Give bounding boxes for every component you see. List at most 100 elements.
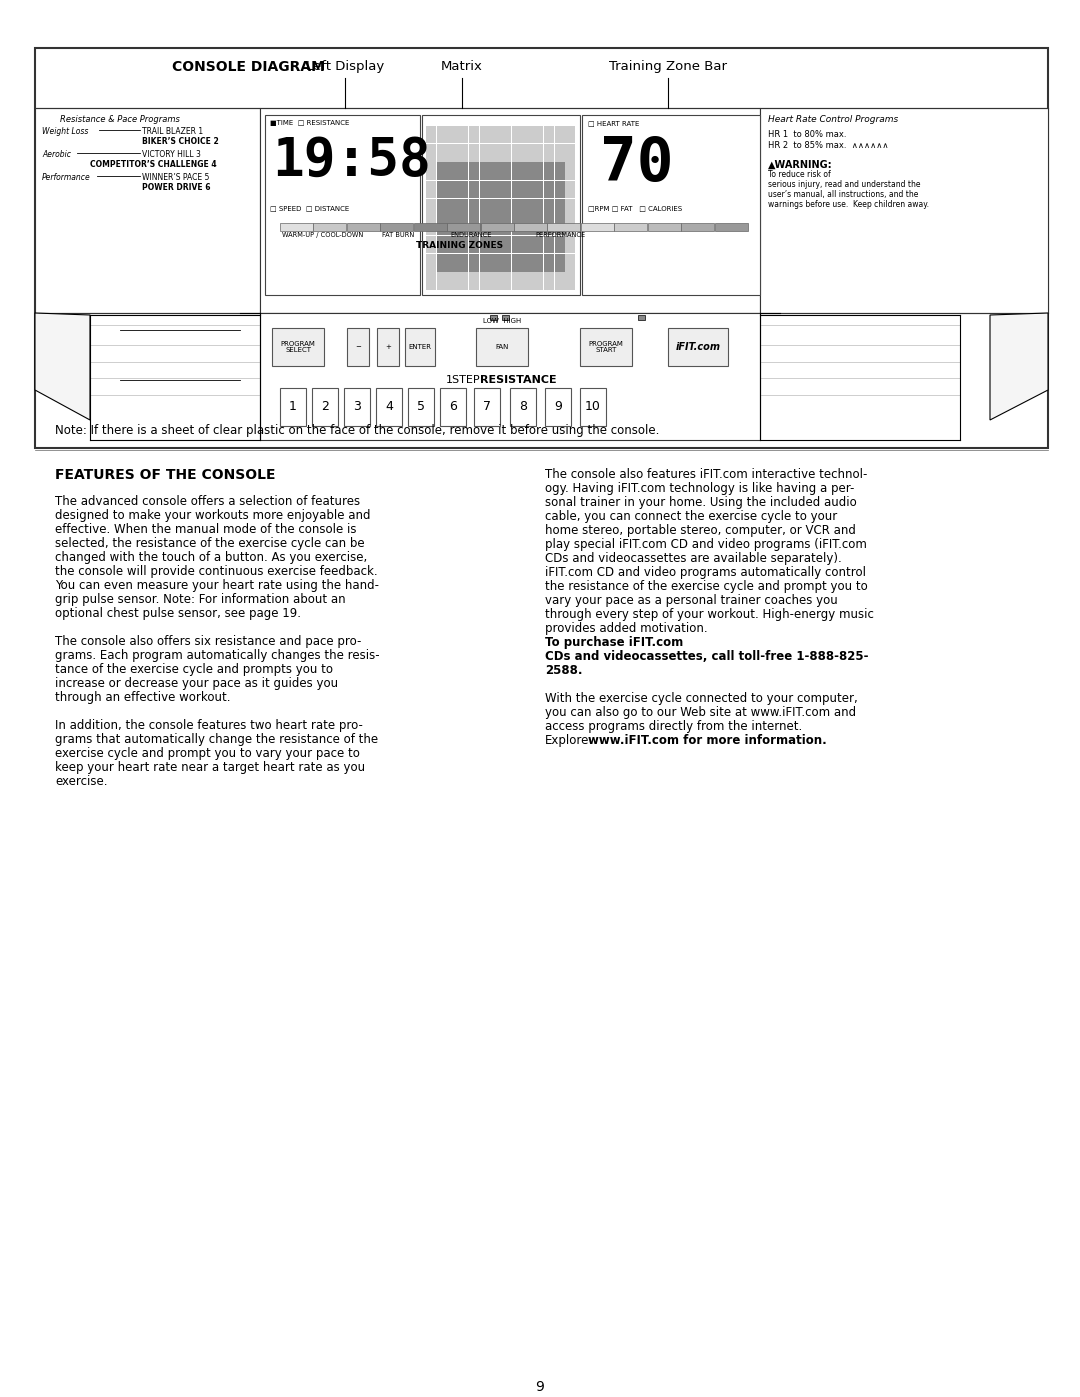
- Text: Matrix: Matrix: [441, 60, 483, 73]
- Text: sonal trainer in your home. Using the included audio: sonal trainer in your home. Using the in…: [545, 496, 856, 509]
- Bar: [534, 180, 543, 198]
- Bar: [501, 272, 511, 291]
- Bar: [436, 217, 447, 235]
- Text: grams. Each program automatically changes the resis-: grams. Each program automatically change…: [55, 650, 380, 662]
- Bar: [490, 254, 500, 271]
- Text: selected, the resistance of the exercise cycle can be: selected, the resistance of the exercise…: [55, 536, 365, 550]
- Bar: [347, 328, 369, 366]
- Text: the resistance of the exercise cycle and prompt you to: the resistance of the exercise cycle and…: [545, 580, 867, 592]
- Text: 1: 1: [289, 401, 297, 414]
- Bar: [548, 224, 580, 231]
- Bar: [480, 217, 490, 235]
- Bar: [35, 47, 1048, 448]
- Text: exercise.: exercise.: [55, 775, 108, 788]
- Text: PERFORMANCE: PERFORMANCE: [535, 232, 585, 237]
- Bar: [554, 236, 565, 253]
- Bar: [440, 388, 465, 426]
- Text: BIKER’S CHOICE 2: BIKER’S CHOICE 2: [141, 137, 219, 147]
- Text: 19:58: 19:58: [272, 136, 431, 187]
- Bar: [580, 388, 606, 426]
- Text: 5: 5: [417, 401, 426, 414]
- Bar: [565, 162, 576, 180]
- Bar: [469, 126, 480, 144]
- Bar: [447, 162, 458, 180]
- Text: through an effective workout.: through an effective workout.: [55, 692, 230, 704]
- Bar: [447, 217, 458, 235]
- Bar: [436, 162, 447, 180]
- Bar: [458, 126, 469, 144]
- Bar: [581, 224, 613, 231]
- Bar: [534, 198, 543, 217]
- Text: +: +: [386, 344, 391, 351]
- Bar: [534, 236, 543, 253]
- Text: WARM-UP / COOL-DOWN: WARM-UP / COOL-DOWN: [282, 232, 363, 237]
- Bar: [447, 198, 458, 217]
- Polygon shape: [35, 313, 90, 420]
- Bar: [426, 144, 436, 162]
- Bar: [481, 224, 513, 231]
- Text: the console will provide continuous exercise feedback.: the console will provide continuous exer…: [55, 564, 378, 578]
- Bar: [260, 108, 760, 313]
- Bar: [565, 198, 576, 217]
- Text: through every step of your workout. High-energy music: through every step of your workout. High…: [545, 608, 874, 622]
- Text: To reduce risk of: To reduce risk of: [768, 170, 831, 179]
- Bar: [280, 388, 306, 426]
- Bar: [544, 217, 554, 235]
- Bar: [312, 388, 338, 426]
- Bar: [458, 236, 469, 253]
- Text: □ HEART RATE: □ HEART RATE: [588, 120, 639, 126]
- Bar: [554, 254, 565, 271]
- Bar: [681, 224, 714, 231]
- Bar: [510, 388, 536, 426]
- Bar: [480, 272, 490, 291]
- Bar: [436, 126, 447, 144]
- Text: warnings before use.  Keep children away.: warnings before use. Keep children away.: [768, 200, 929, 210]
- Bar: [523, 162, 532, 180]
- Text: grip pulse sensor. Note: For information about an: grip pulse sensor. Note: For information…: [55, 592, 346, 606]
- Bar: [313, 224, 347, 231]
- Bar: [523, 198, 532, 217]
- Text: 9: 9: [554, 401, 562, 414]
- Text: exercise cycle and prompt you to vary your pace to: exercise cycle and prompt you to vary yo…: [55, 747, 360, 760]
- Bar: [502, 314, 509, 320]
- Text: COMPETITOR’S CHALLENGE 4: COMPETITOR’S CHALLENGE 4: [90, 161, 217, 169]
- Bar: [501, 236, 511, 253]
- Bar: [469, 236, 480, 253]
- Bar: [490, 314, 497, 320]
- Bar: [469, 217, 480, 235]
- Text: □ SPEED  □ DISTANCE: □ SPEED □ DISTANCE: [270, 205, 349, 211]
- Text: The console also features iFIT.com interactive technol-: The console also features iFIT.com inter…: [545, 468, 867, 481]
- Bar: [480, 198, 490, 217]
- Bar: [426, 236, 436, 253]
- Bar: [469, 144, 480, 162]
- Bar: [512, 162, 522, 180]
- Text: With the exercise cycle connected to your computer,: With the exercise cycle connected to you…: [545, 692, 858, 705]
- Bar: [480, 162, 490, 180]
- Bar: [544, 272, 554, 291]
- Bar: [715, 224, 747, 231]
- Text: home stereo, portable stereo, computer, or VCR and: home stereo, portable stereo, computer, …: [545, 524, 855, 536]
- Bar: [426, 272, 436, 291]
- Bar: [272, 328, 324, 366]
- Bar: [554, 126, 565, 144]
- Bar: [490, 144, 500, 162]
- Bar: [523, 272, 532, 291]
- Bar: [565, 126, 576, 144]
- Text: user’s manual, all instructions, and the: user’s manual, all instructions, and the: [768, 190, 918, 198]
- Text: TRAIL BLAZER 1: TRAIL BLAZER 1: [141, 127, 203, 136]
- Bar: [501, 198, 511, 217]
- Bar: [447, 272, 458, 291]
- Text: provides added motivation.: provides added motivation.: [545, 622, 707, 636]
- Text: To purchase iFIT.com: To purchase iFIT.com: [545, 636, 684, 650]
- Text: In addition, the console features two heart rate pro-: In addition, the console features two he…: [55, 719, 363, 732]
- Text: PROGRAM
START: PROGRAM START: [589, 341, 623, 353]
- Bar: [422, 115, 580, 295]
- Bar: [35, 108, 260, 313]
- Bar: [565, 144, 576, 162]
- Bar: [447, 126, 458, 144]
- Text: 1STEP: 1STEP: [445, 374, 480, 386]
- Text: Performance: Performance: [42, 173, 91, 182]
- Text: POWER DRIVE 6: POWER DRIVE 6: [141, 183, 211, 191]
- Text: 6: 6: [449, 401, 457, 414]
- Bar: [376, 388, 402, 426]
